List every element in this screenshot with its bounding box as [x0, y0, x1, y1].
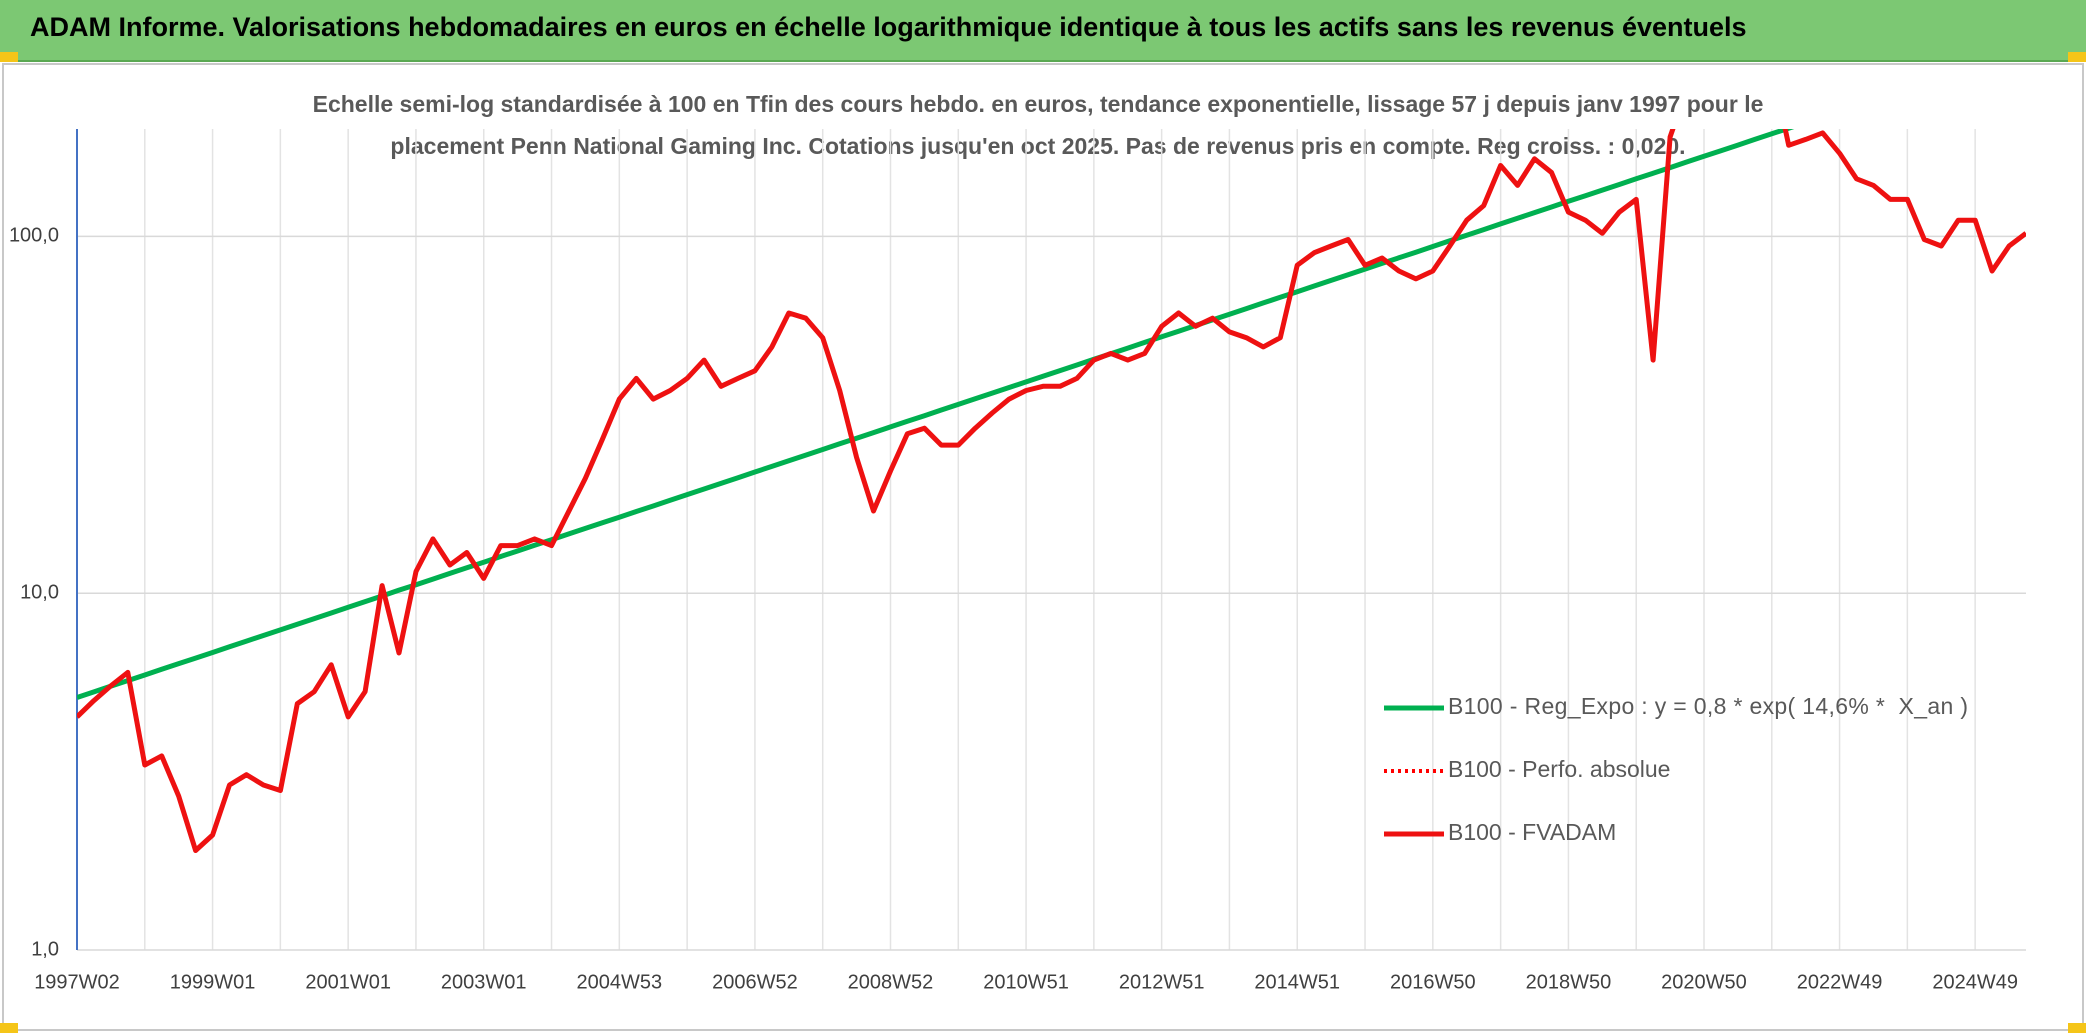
x-tick-label: 1999W01 [170, 971, 256, 993]
y-tick-label: 10,0 [20, 581, 59, 603]
x-tick-label: 1997W02 [34, 971, 120, 993]
x-tick-label: 2012W51 [1119, 971, 1205, 993]
x-tick-label: 2004W53 [577, 971, 663, 993]
subtitle: placement Penn National Gaming Inc. Cota… [390, 133, 1685, 159]
corner-mark [0, 1023, 18, 1033]
corner-mark [0, 52, 18, 62]
series-line [77, 129, 1795, 700]
series-line [77, 129, 2026, 853]
subtitle: Echelle semi-log standardisée à 100 en T… [313, 91, 1764, 117]
x-tick-label: 2001W01 [305, 971, 391, 993]
frame [2, 63, 2084, 1031]
plot-area [77, 129, 2026, 853]
y-tick-label: 100,0 [9, 225, 59, 247]
x-tick-label: 2018W50 [1526, 971, 1612, 993]
legend-label: B100 - FVADAM [1448, 819, 1616, 845]
y-tick-label: 1,0 [31, 938, 59, 960]
x-tick-label: 2003W01 [441, 971, 527, 993]
header-bar: ADAM Informe. Valorisations hebdomadaire… [0, 0, 2086, 62]
chart-title: ADAM Informe. Valorisations hebdomadaire… [30, 12, 1747, 42]
x-tick-label: 2014W51 [1254, 971, 1340, 993]
corner-mark [2068, 1023, 2086, 1033]
legend-label: B100 - Reg_Expo : y = 0,8 * exp( 14,6% *… [1448, 693, 1968, 719]
corner-mark [2068, 52, 2086, 62]
x-tick-label: 2006W52 [712, 971, 798, 993]
x-tick-label: 2020W50 [1661, 971, 1747, 993]
x-tick-label: 2024W49 [1932, 971, 2018, 993]
x-tick-label: 2022W49 [1797, 971, 1883, 993]
x-tick-label: 2010W51 [983, 971, 1069, 993]
x-tick-label: 2008W52 [848, 971, 934, 993]
x-tick-label: 2016W50 [1390, 971, 1476, 993]
legend-label: B100 - Perfo. absolue [1448, 756, 1670, 782]
